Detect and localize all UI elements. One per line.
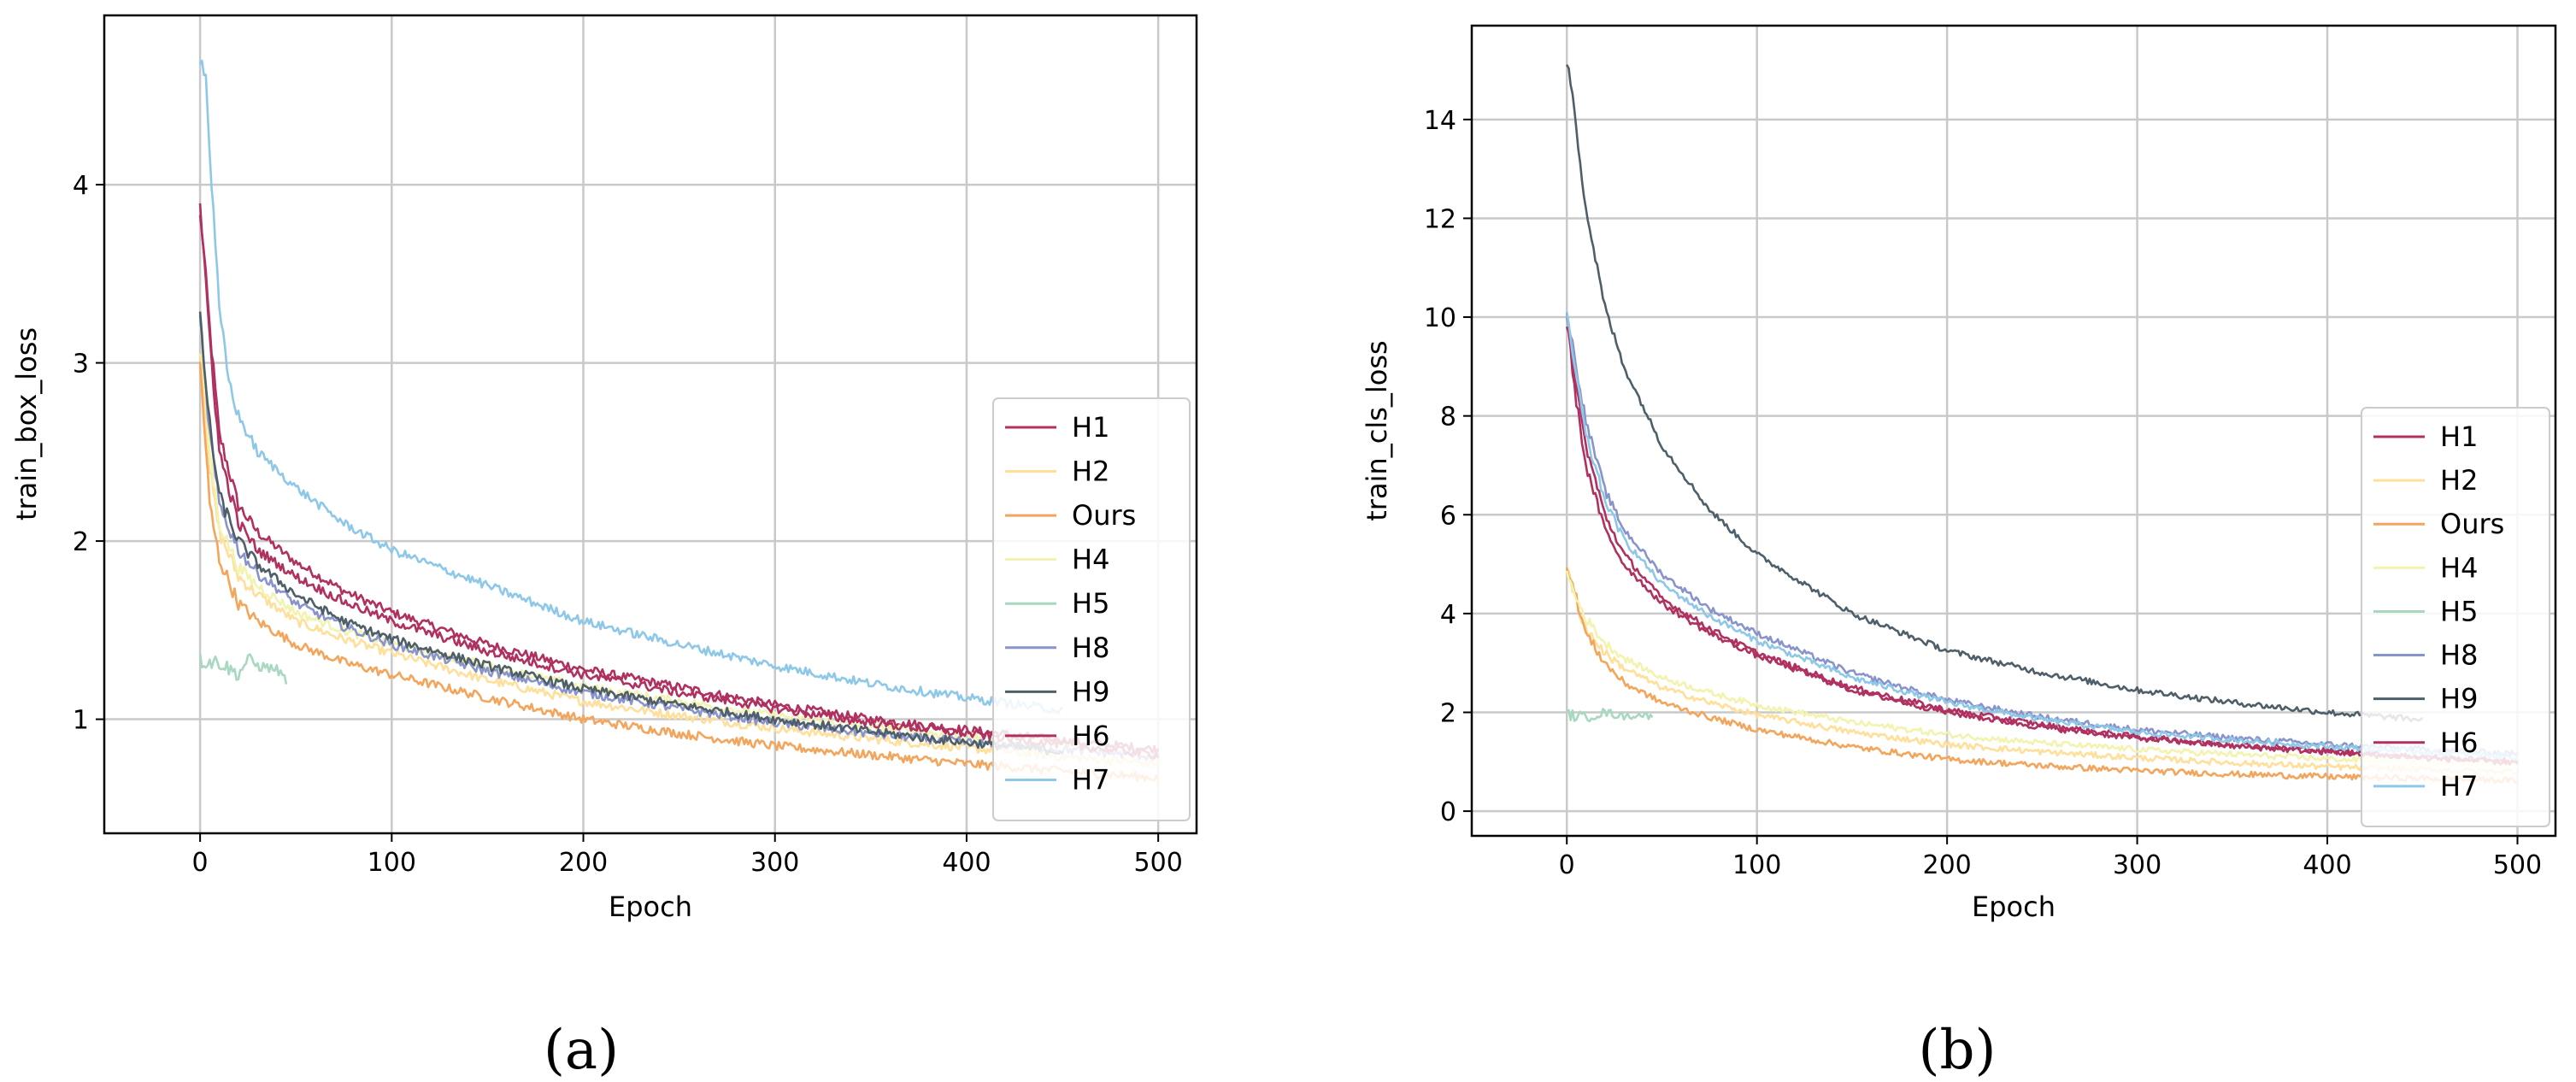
panel-label: (b) (1919, 1019, 1997, 1082)
series-line-h4 (1565, 570, 2519, 769)
legend-label-h5: H5 (1072, 587, 1109, 620)
y-axis-label: train_cls_loss (1361, 340, 1393, 520)
series-line-h1 (1565, 312, 2519, 765)
x-tick-label: 400 (2303, 850, 2351, 880)
series-line-h9 (198, 311, 1064, 756)
legend-box (2361, 407, 2550, 827)
series-line-h2 (1566, 569, 2518, 776)
x-tick-label: 100 (368, 848, 416, 878)
chart-panel-a: 0 100 200 300 400 500 1 2 3 4 Epoch train_box_loss H… (10, 14, 1198, 1082)
legend-label-h4: H4 (2440, 551, 2478, 584)
x-axis-label: Epoch (1972, 891, 2056, 923)
series-line-h7 (1565, 311, 2519, 761)
y-tick-label: 1 (73, 706, 89, 736)
series-line-h7 (198, 59, 1063, 714)
y-tick-label: 2 (1440, 698, 1456, 728)
y-tick-label: 12 (1424, 204, 1456, 234)
series-line-h8 (1565, 317, 2519, 757)
x-tick-label: 100 (1732, 850, 1781, 880)
chart-panel-b: 0 100 200 300 400 500 0 2 4 6 8 10 12 14 Epoch train_cl… (1361, 24, 2557, 1082)
x-tick-label: 400 (942, 848, 991, 878)
panel-label: (a) (544, 1019, 619, 1082)
axes-frame (103, 14, 1198, 835)
legend-label-h1: H1 (1072, 411, 1109, 444)
legend-label-h2: H2 (2440, 464, 2478, 497)
x-tick-label: 300 (750, 848, 799, 878)
legend-label-h5: H5 (2440, 595, 2478, 627)
y-tick-label: 10 (1424, 303, 1456, 333)
legend-label-h1: H1 (2440, 420, 2478, 453)
y-tick-label: 2 (73, 527, 89, 557)
series-line-h5 (1566, 708, 1654, 723)
legend-label-h7: H7 (1072, 763, 1109, 796)
x-tick-label: 300 (2113, 850, 2161, 880)
y-tick-label: 4 (73, 171, 89, 201)
x-tick-label: 500 (2493, 850, 2542, 880)
series-line-h9 (1566, 64, 2424, 722)
y-tick-label: 8 (1440, 403, 1456, 432)
legend-label-h9: H9 (1072, 675, 1109, 708)
legend-label-h6: H6 (2440, 726, 2478, 759)
x-tick-label: 200 (559, 848, 608, 878)
legend-label-h6: H6 (1072, 720, 1109, 752)
legend-box (992, 397, 1191, 821)
x-tick-label: 0 (1559, 850, 1575, 880)
y-tick-label: 6 (1440, 501, 1456, 531)
y-tick-label: 3 (73, 350, 89, 379)
x-tick-label: 0 (192, 848, 209, 878)
legend-label-h9: H9 (2440, 683, 2478, 715)
y-tick-label: 4 (1440, 600, 1456, 630)
series-line-h5 (198, 653, 288, 685)
axes-frame (1470, 24, 2557, 838)
x-tick-label: 500 (1134, 848, 1183, 878)
legend-label-h2: H2 (1072, 456, 1109, 488)
legend-label-ours: Ours (2440, 508, 2504, 540)
legend-label-ours: Ours (1072, 499, 1136, 532)
series-line-h6 (1565, 326, 2519, 766)
y-tick-label: 0 (1440, 797, 1456, 827)
legend-label-h4: H4 (1072, 544, 1109, 576)
series-line-ours (1565, 567, 2518, 785)
y-tick-label: 14 (1424, 106, 1456, 136)
x-tick-label: 200 (1923, 850, 1972, 880)
legend-label-h7: H7 (2440, 770, 2478, 803)
y-axis-label: train_box_loss (10, 327, 43, 520)
x-axis-label: Epoch (609, 891, 692, 923)
legend-label-h8: H8 (2440, 639, 2478, 672)
legend-label-h8: H8 (1072, 632, 1109, 664)
